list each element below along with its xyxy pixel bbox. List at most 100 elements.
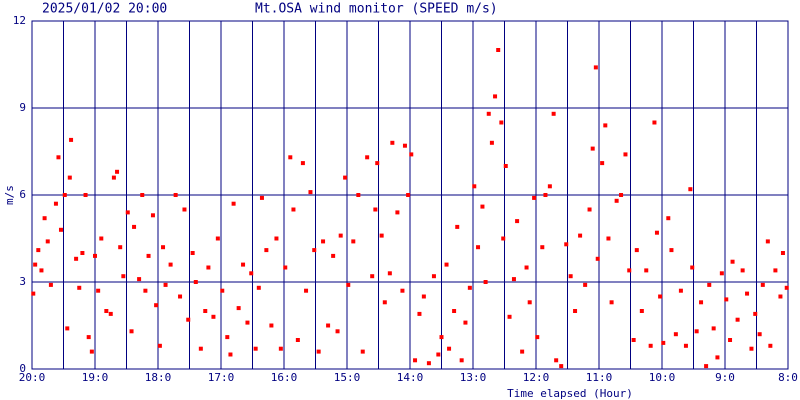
point (678, 288, 683, 293)
point (520, 349, 525, 354)
point (69, 137, 74, 142)
point (215, 236, 220, 241)
point (89, 349, 94, 354)
point (573, 309, 578, 313)
point (547, 184, 552, 189)
point (694, 329, 699, 334)
point (264, 248, 269, 253)
point (111, 175, 116, 180)
point (146, 253, 151, 258)
point (780, 251, 785, 255)
point (173, 193, 178, 197)
point (77, 285, 82, 290)
x-tick-label: 9:0 (715, 371, 735, 384)
point (291, 207, 296, 212)
point (129, 329, 134, 334)
point (304, 288, 309, 293)
point (182, 207, 187, 212)
point (283, 265, 288, 270)
point (699, 300, 704, 305)
point (439, 335, 444, 340)
point (190, 251, 195, 255)
x-tick-label: 18:0 (145, 371, 172, 384)
point (321, 239, 326, 244)
point (96, 288, 101, 293)
point (535, 335, 540, 340)
x-tick-label: 14:0 (397, 371, 424, 384)
point (228, 352, 233, 357)
point (132, 224, 137, 229)
x-tick-label: 13:0 (460, 371, 487, 384)
point (472, 184, 477, 189)
point (58, 227, 63, 232)
point (745, 291, 750, 296)
point (225, 335, 230, 340)
point (447, 346, 452, 351)
point (765, 239, 770, 244)
point (540, 245, 545, 250)
point (31, 291, 36, 296)
point (335, 329, 340, 334)
point (683, 343, 688, 348)
point (256, 285, 261, 290)
x-tick-label: 17:0 (208, 371, 235, 384)
point (413, 358, 418, 363)
point (137, 277, 142, 282)
point (603, 123, 608, 128)
point (154, 303, 159, 308)
point (253, 346, 258, 351)
point (760, 282, 765, 287)
point (511, 277, 516, 282)
point (768, 343, 773, 348)
point (245, 320, 250, 325)
point (346, 282, 351, 287)
point (259, 195, 264, 200)
point (269, 323, 274, 328)
point (749, 346, 754, 351)
point (728, 338, 733, 342)
point (108, 311, 113, 316)
point (400, 288, 405, 293)
point (480, 204, 485, 209)
point (121, 274, 126, 279)
point (623, 152, 628, 157)
point (554, 358, 559, 363)
point (606, 236, 611, 241)
point (220, 288, 225, 293)
x-tick-label: 10:0 (649, 371, 676, 384)
point (459, 358, 464, 363)
point (753, 311, 758, 316)
point (178, 294, 183, 299)
point (312, 248, 317, 253)
point (639, 309, 644, 313)
point (288, 155, 293, 160)
point (406, 193, 411, 197)
point (198, 346, 203, 351)
point (551, 111, 556, 116)
point (140, 193, 145, 197)
point (104, 309, 109, 313)
point (211, 314, 216, 319)
y-tick-label: 9 (19, 101, 26, 114)
x-tick-label: 15:0 (334, 371, 361, 384)
point (39, 268, 44, 273)
point (316, 349, 321, 354)
point (503, 164, 508, 168)
point (590, 146, 595, 151)
point (704, 364, 709, 369)
point (600, 161, 605, 166)
point (33, 262, 38, 267)
point (387, 271, 392, 276)
point (634, 248, 639, 253)
point (627, 268, 632, 273)
point (568, 274, 573, 279)
point (444, 262, 449, 267)
point (661, 340, 666, 345)
point (711, 326, 716, 331)
point (338, 233, 343, 238)
point (595, 256, 600, 261)
point (300, 161, 305, 166)
point (373, 207, 378, 212)
point (375, 161, 380, 166)
